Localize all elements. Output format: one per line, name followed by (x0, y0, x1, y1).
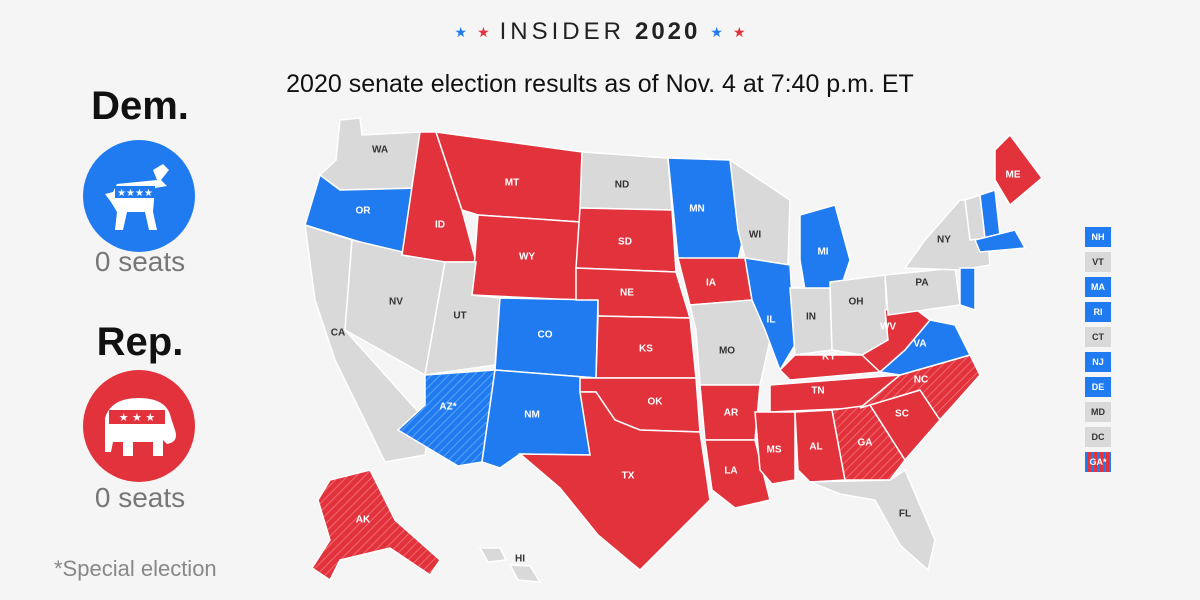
state-label-ky: KY (822, 352, 836, 363)
state-label-ar: AR (724, 408, 739, 419)
state-label-tx: TX (622, 471, 635, 482)
state-label-in: IN (806, 312, 816, 323)
state-label-wi: WI (749, 230, 761, 241)
state-label-il: IL (767, 315, 776, 326)
header: ★ ★ INSIDER 2020 ★ ★ (0, 18, 1200, 46)
svg-text:★★★★: ★★★★ (117, 188, 153, 199)
small-state-md: MD (1085, 402, 1111, 422)
star-icon: ★ (477, 23, 490, 40)
donkey-icon: ★★★★ (83, 140, 195, 252)
state-label-mn: MN (689, 204, 705, 215)
small-state-ma: MA (1085, 277, 1111, 297)
small-state-ga-special: GA* (1085, 452, 1111, 472)
state-nj[interactable] (959, 267, 976, 312)
state-label-wv: WV (880, 322, 896, 333)
star-icon: ★ (732, 23, 746, 40)
brand-name: INSIDER (499, 18, 625, 45)
state-label-nc: NC (914, 375, 928, 386)
state-label-mi: MI (817, 247, 828, 258)
small-state-dc: DC (1085, 427, 1111, 447)
state-pa[interactable] (884, 267, 961, 316)
state-label-ms: MS (767, 445, 782, 456)
state-label-va: VA (913, 339, 926, 350)
state-label-ok: OK (648, 397, 664, 408)
state-ak[interactable] (310, 469, 441, 582)
dem-title: Dem. (91, 84, 189, 128)
state-label-hi: HI (515, 554, 525, 565)
state-label-sd: SD (618, 237, 632, 248)
state-label-co: CO (538, 330, 553, 341)
state-label-al: AL (809, 442, 822, 453)
page-title: 2020 senate election results as of Nov. … (286, 70, 914, 98)
footnote: *Special election (54, 556, 217, 581)
state-oh[interactable] (829, 274, 889, 356)
small-state-nh: NH (1085, 227, 1111, 247)
brand-logo: ★ ★ INSIDER 2020 ★ ★ (455, 18, 746, 46)
state-wv[interactable] (860, 304, 932, 374)
state-label-nd: ND (615, 180, 629, 191)
state-fl[interactable] (809, 468, 936, 572)
svg-text:★ ★ ★: ★ ★ ★ (119, 411, 156, 424)
state-me[interactable] (994, 133, 1044, 207)
brand-year: 2020 (634, 18, 701, 45)
state-label-mo: MO (719, 346, 735, 357)
state-label-ks: KS (639, 344, 653, 355)
state-label-ia: IA (706, 278, 716, 289)
small-state-de: DE (1085, 377, 1111, 397)
state-label-wy: WY (519, 252, 535, 263)
state-label-id: ID (435, 220, 445, 231)
state-label-wa: WA (372, 145, 388, 156)
rep-title: Rep. (96, 320, 184, 364)
state-label-oh: OH (849, 297, 864, 308)
state-label-mt: MT (505, 178, 519, 189)
small-state-vt: VT (1085, 252, 1111, 272)
state-la[interactable] (704, 439, 771, 509)
state-ms[interactable] (754, 411, 796, 485)
state-label-ak: AK (356, 515, 371, 526)
small-state-ct: CT (1085, 327, 1111, 347)
state-label-me: ME (1006, 170, 1021, 181)
state-label-az: AZ* (439, 402, 456, 413)
state-tx[interactable] (517, 391, 711, 572)
state-label-tn: TN (811, 386, 824, 397)
dem-seat-count: 0 seats (94, 246, 186, 277)
state-label-ut: UT (453, 311, 466, 322)
small-state-ri: RI (1085, 302, 1111, 322)
state-label-ga: GA (858, 438, 873, 449)
state-hi[interactable] (478, 547, 542, 583)
star-icon: ★ (710, 23, 723, 40)
state-label-pa: PA (915, 278, 928, 289)
state-label-ne: NE (620, 288, 634, 299)
state-label-sc: SC (895, 409, 909, 420)
state-wa[interactable] (318, 117, 421, 191)
state-label-nv: NV (389, 297, 403, 308)
small-states-legend: NH VT MA RI CT NJ DE MD DC GA* (1085, 227, 1111, 477)
elephant-icon: ★ ★ ★ (83, 370, 195, 482)
state-label-nm: NM (524, 410, 540, 421)
small-state-nj: NJ (1085, 352, 1111, 372)
state-label-ny: NY (937, 235, 951, 246)
rep-seat-count: 0 seats (94, 482, 186, 513)
state-label-la: LA (724, 466, 737, 477)
state-label-fl: FL (899, 509, 911, 520)
state-label-or: OR (356, 206, 372, 217)
state-label-ca: CA (331, 328, 345, 339)
star-icon: ★ (454, 23, 468, 40)
state-ma[interactable] (973, 229, 1027, 253)
